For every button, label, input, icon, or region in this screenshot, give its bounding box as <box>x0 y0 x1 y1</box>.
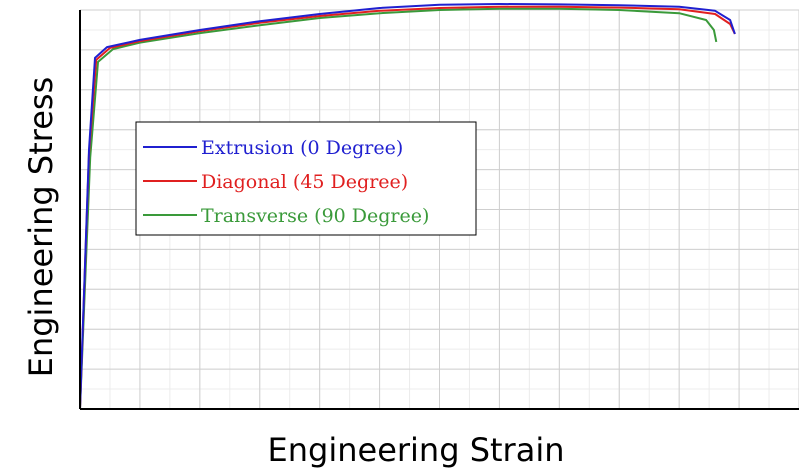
legend-label-transverse-90-degree: Transverse (90 Degree) <box>201 205 429 227</box>
x-axis-label: Engineering Strain <box>268 431 565 469</box>
legend: Extrusion (0 Degree) Diagonal (45 Degree)… <box>135 121 477 236</box>
y-axis-label: Engineering Stress <box>22 77 60 378</box>
series-line-transverse-90-degree <box>79 7 718 410</box>
legend-box <box>135 121 477 236</box>
legend-label-extrusion-0-degree: Extrusion (0 Degree) <box>201 137 403 159</box>
series-line-extrusion-0-degree <box>79 3 736 410</box>
series-line-diagonal-45-degree <box>79 5 736 410</box>
legend-label-diagonal-45-degree: Diagonal (45 Degree) <box>201 171 408 193</box>
series-layer <box>79 3 736 410</box>
